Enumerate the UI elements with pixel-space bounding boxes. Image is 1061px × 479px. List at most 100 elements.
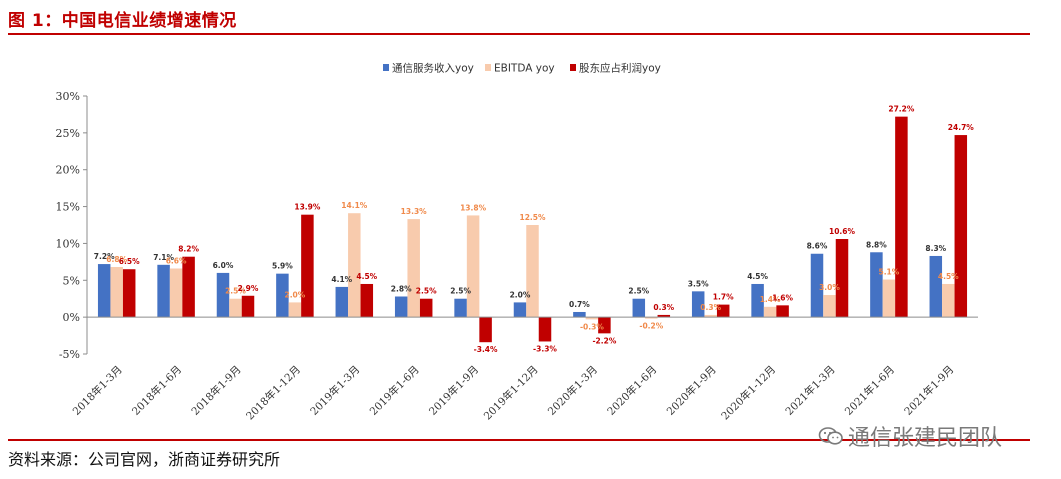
data-label: 24.7% — [948, 123, 975, 132]
data-label: 8.3% — [925, 244, 946, 253]
bar — [954, 135, 968, 318]
data-label: -3.3% — [533, 344, 557, 353]
data-label: 4.5% — [747, 272, 768, 281]
x-axis: 2018年1-3月 2018年1-6月 2018年1-9月 2018年1-12月 201… — [70, 316, 978, 423]
bar — [479, 317, 492, 343]
bar — [513, 302, 527, 318]
y-tick-label: 20% — [56, 164, 80, 177]
bar — [157, 264, 170, 318]
bar — [526, 225, 539, 318]
bar — [895, 116, 908, 318]
bar — [110, 267, 123, 318]
y-tick-label: 25% — [56, 127, 80, 140]
y-tick-label: 30% — [56, 90, 80, 103]
data-label: 2.5% — [416, 287, 437, 296]
bar — [598, 317, 611, 334]
bar — [657, 314, 671, 318]
data-label: 8.6% — [807, 242, 828, 251]
x-tick-label: 2019年1-6月 — [367, 363, 422, 418]
bar — [585, 317, 599, 320]
bar — [942, 283, 955, 318]
data-label: -3.4% — [474, 345, 498, 354]
data-label: 1.7% — [713, 293, 734, 302]
bar — [229, 298, 242, 318]
data-label: 13.3% — [401, 207, 428, 216]
x-tick-label: 2021年1-3月 — [783, 363, 838, 418]
data-label: 2.5% — [225, 287, 246, 296]
y-axis: -5% 0% 5% 10% 15% 20% 25% 30% — [56, 90, 88, 361]
data-label: 10.6% — [829, 227, 856, 236]
bar — [288, 302, 302, 318]
data-label: 7.1% — [153, 253, 174, 262]
y-tick-label: 0% — [63, 311, 80, 324]
data-label: 5.9% — [272, 262, 293, 271]
data-label: 7.2% — [94, 252, 115, 261]
bar — [394, 296, 408, 318]
data-label: 13.9% — [294, 203, 321, 212]
legend-label: 股东应占利润yoy — [579, 62, 661, 75]
source-note: 资料来源：公司官网，浙商证券研究所 — [8, 450, 281, 469]
data-label: 3.0% — [819, 283, 840, 292]
data-label: -0.2% — [639, 322, 663, 331]
bar — [573, 311, 586, 318]
x-tick-label: 2021年1-9月 — [902, 363, 957, 418]
data-label: 6.5% — [119, 257, 140, 266]
bar — [632, 298, 646, 318]
data-label: 0.3% — [700, 303, 721, 312]
bar — [407, 219, 420, 318]
data-label: 4.5% — [938, 272, 959, 281]
bar — [929, 255, 943, 318]
bar — [882, 279, 896, 318]
bar — [823, 295, 836, 318]
bar — [97, 264, 111, 318]
data-label: -2.2% — [592, 336, 616, 345]
x-tick-label: 2019年1-3月 — [308, 363, 363, 418]
data-label: 6.0% — [213, 261, 234, 270]
data-label: 6.6% — [166, 256, 187, 265]
data-label: 1.4% — [760, 295, 781, 304]
bar — [835, 239, 849, 318]
x-tick-label: 2019年1-12月 — [481, 363, 541, 423]
data-label: 14.1% — [341, 201, 368, 210]
data-label: 27.2% — [888, 105, 915, 114]
data-label: -0.3% — [580, 322, 604, 331]
data-label: 2.8% — [391, 285, 412, 294]
legend-swatch — [383, 64, 389, 71]
x-tick-label: 2020年1-6月 — [605, 363, 660, 418]
data-label: 2.0% — [510, 290, 531, 299]
figure-title: 图 1：中国电信业绩增速情况 — [8, 11, 237, 31]
bar — [301, 214, 314, 318]
bar — [216, 272, 230, 318]
x-tick-label: 2018年1-12月 — [243, 363, 303, 423]
chart-bars — [97, 116, 968, 343]
data-label: 2.9% — [238, 284, 259, 293]
data-labels: 7.2%6.8%6.5% 7.1%6.6%8.2%6.0%2.5%2.9%5.9%… — [94, 105, 974, 355]
x-tick-label: 2018年1-6月 — [129, 363, 184, 418]
y-tick-label: 10% — [56, 237, 80, 250]
data-label: 2.0% — [284, 290, 305, 299]
bar — [810, 253, 824, 318]
data-label: 0.3% — [653, 303, 674, 312]
chart-legend: 通信服务收入yoy EBITDA yoy 股东应占利润yoy — [383, 62, 661, 75]
bar — [182, 256, 195, 318]
watermark: 通信张建民团队 — [818, 420, 1002, 452]
bar — [276, 273, 289, 318]
bar — [704, 314, 717, 318]
data-label: 2.5% — [628, 287, 649, 296]
data-label: 0.7% — [569, 300, 590, 309]
legend-label: EBITDA yoy — [494, 63, 555, 75]
x-tick-label: 2019年1-9月 — [426, 363, 481, 418]
data-label: 12.5% — [519, 213, 546, 222]
data-label: 1.6% — [772, 293, 793, 302]
x-tick-label: 2020年1-12月 — [719, 363, 779, 423]
legend-label: 通信服务收入yoy — [392, 62, 474, 75]
top-rule — [8, 33, 1030, 35]
bar — [538, 317, 552, 342]
x-tick-label: 2021年1-6月 — [842, 363, 897, 418]
x-tick-label: 2020年1-9月 — [664, 363, 719, 418]
bar — [466, 215, 480, 318]
bar — [763, 306, 777, 318]
bar — [169, 268, 183, 318]
bar — [122, 269, 136, 318]
chart: 通信服务收入yoy EBITDA yoy 股东应占利润yoy -5% 0% 5% 10% 1… — [56, 62, 978, 423]
